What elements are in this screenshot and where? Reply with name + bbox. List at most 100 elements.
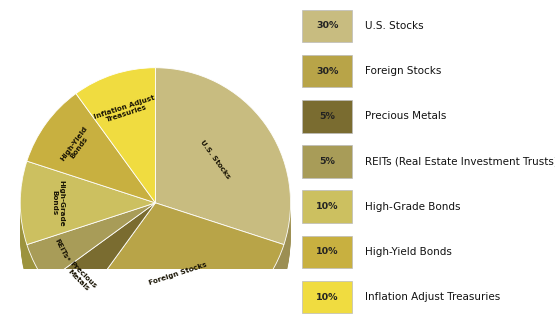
Text: REITs*: REITs* [53,238,70,263]
Wedge shape [27,208,155,287]
Wedge shape [76,78,155,213]
Wedge shape [27,219,155,298]
Wedge shape [21,183,155,266]
Wedge shape [27,96,155,205]
Wedge shape [27,231,155,310]
Wedge shape [155,74,290,251]
Wedge shape [76,69,155,204]
Wedge shape [27,226,155,306]
Wedge shape [21,170,155,253]
Wedge shape [46,203,155,312]
Wedge shape [76,85,155,220]
Wedge shape [27,211,155,291]
Wedge shape [76,222,284,323]
Wedge shape [76,220,284,323]
Wedge shape [46,204,155,313]
Text: Precious
Metals: Precious Metals [64,260,98,294]
Wedge shape [76,102,155,237]
Wedge shape [27,102,155,211]
Wedge shape [76,228,284,323]
Wedge shape [27,209,155,288]
Wedge shape [27,213,155,292]
Wedge shape [21,187,155,270]
FancyBboxPatch shape [302,55,352,87]
Wedge shape [76,96,155,231]
Wedge shape [46,224,155,323]
Wedge shape [76,234,284,323]
Wedge shape [21,188,155,271]
Text: High-Yield
Bonds: High-Yield Bonds [59,125,94,166]
Text: 10%: 10% [316,202,339,211]
Wedge shape [21,166,155,249]
Wedge shape [27,215,155,295]
Wedge shape [76,226,284,323]
Wedge shape [76,215,284,323]
Text: 5%: 5% [319,157,335,166]
Wedge shape [76,224,284,323]
Wedge shape [155,96,290,273]
Wedge shape [76,233,284,323]
Wedge shape [27,124,155,233]
Wedge shape [155,92,290,269]
Wedge shape [27,95,155,204]
FancyBboxPatch shape [302,281,352,313]
Wedge shape [76,92,155,227]
Wedge shape [27,129,155,238]
Wedge shape [46,210,155,319]
Wedge shape [27,94,155,203]
Wedge shape [27,119,155,228]
Wedge shape [27,125,155,234]
Wedge shape [21,190,155,274]
Wedge shape [155,91,290,268]
Wedge shape [27,224,155,303]
Text: Inflation Adjust
Treasuries: Inflation Adjust Treasuries [93,94,158,126]
Wedge shape [27,233,155,313]
Wedge shape [76,211,284,323]
Ellipse shape [68,242,243,255]
Wedge shape [155,95,290,271]
Text: 5%: 5% [319,112,335,121]
Wedge shape [155,80,290,257]
Wedge shape [155,70,290,247]
Wedge shape [155,97,290,274]
Wedge shape [27,203,155,282]
Wedge shape [76,203,284,323]
Wedge shape [21,177,155,260]
Wedge shape [27,117,155,226]
Wedge shape [155,89,290,266]
Wedge shape [27,225,155,304]
Wedge shape [21,178,155,262]
Wedge shape [76,68,155,203]
Wedge shape [21,185,155,269]
Wedge shape [27,112,155,221]
Wedge shape [155,82,290,259]
Wedge shape [21,196,155,280]
Wedge shape [21,168,155,252]
Wedge shape [27,123,155,232]
Wedge shape [27,228,155,308]
FancyBboxPatch shape [302,191,352,223]
Wedge shape [46,213,155,322]
Wedge shape [76,208,284,323]
Wedge shape [21,184,155,268]
Wedge shape [76,210,284,323]
Wedge shape [27,220,155,299]
Wedge shape [155,89,290,265]
Wedge shape [76,100,155,236]
Wedge shape [155,75,290,252]
Wedge shape [46,238,155,323]
Wedge shape [21,198,155,281]
Wedge shape [27,115,155,225]
Wedge shape [27,97,155,206]
Wedge shape [76,76,155,211]
Wedge shape [76,238,284,323]
Wedge shape [76,99,155,234]
Wedge shape [21,189,155,273]
Wedge shape [21,195,155,279]
Wedge shape [27,113,155,222]
Wedge shape [76,213,284,323]
Wedge shape [46,209,155,318]
Wedge shape [155,79,290,255]
Wedge shape [76,95,155,230]
Wedge shape [27,118,155,227]
